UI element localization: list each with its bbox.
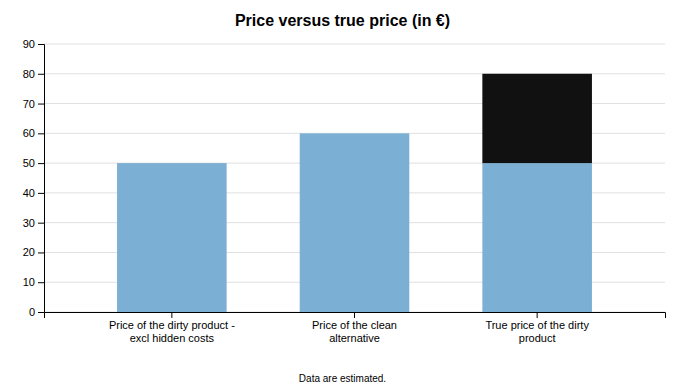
tick-label: Price of the dirty product -excl hidden … [109,319,235,344]
bar [300,133,410,134]
tick: 90 [23,38,44,50]
tick: 30 [23,217,44,229]
tick-label: 10 [23,276,35,288]
axis-line [45,313,666,319]
tick: 60 [23,127,44,139]
tick-mark [38,133,44,134]
tick-label: 90 [23,38,35,50]
tick-mark [537,312,538,318]
tick-mark [38,282,44,283]
tick-label: 70 [23,98,35,110]
tick-label: 60 [23,127,35,139]
tick: Price of the cleanalternative [312,312,397,344]
tick-mark [38,252,44,253]
tick-label: 40 [23,187,35,199]
title: Price versus true price (in €) [235,12,450,29]
tick-label: Price of the cleanalternative [312,319,397,344]
axis-line [38,45,45,313]
tick-mark [38,193,44,194]
tick-mark [38,223,44,224]
tick: 50 [23,157,44,169]
tick-mark [38,163,44,164]
tick: 0 [29,306,44,318]
tick-label: 80 [23,68,35,80]
bar [117,163,227,312]
tick-label: 0 [29,306,35,318]
tick: 40 [23,187,44,199]
footnote: Data are estimated. [299,373,386,384]
tick: 70 [23,98,44,110]
series [482,74,592,163]
tick-label: 30 [23,217,35,229]
tick-mark [38,104,44,105]
bar [482,74,592,163]
y-axis: 0 10 20 30 40 50 60 70 80 90 [23,38,45,318]
plot-area: 0 10 20 30 40 50 60 70 80 90 Price of the dirty pr… [23,38,666,344]
tick-mark [354,312,355,318]
tick-mark [38,312,44,313]
tick-mark [171,312,172,318]
tick-mark [38,44,44,45]
bars [117,74,592,312]
x-axis: Price of the dirty product -excl hidden … [45,312,666,344]
tick: 20 [23,246,44,258]
tick: True price of the dirtyproduct [485,312,589,344]
grid-line [44,44,665,45]
chart: 0 10 20 30 40 50 60 70 80 90 Price of the dirty pr… [0,0,685,390]
tick-mark [38,74,44,75]
tick-label: True price of the dirtyproduct [485,319,589,344]
tick: 10 [23,276,44,288]
tick-label: 50 [23,157,35,169]
bar [482,163,592,312]
bar [117,163,227,164]
grid [44,44,665,312]
tick: 80 [23,68,44,80]
bar [300,133,410,312]
tick: Price of the dirty product -excl hidden … [109,312,235,344]
tick-label: 20 [23,246,35,258]
